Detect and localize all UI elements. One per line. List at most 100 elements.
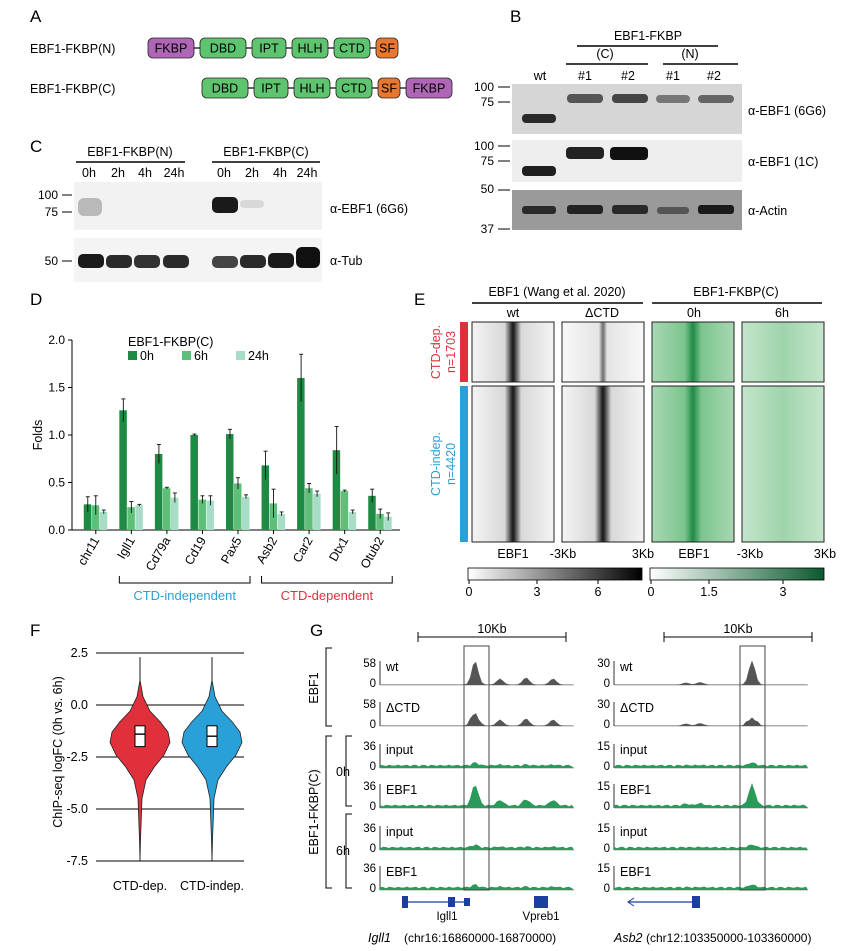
track-name: EBF1	[386, 783, 417, 797]
track-group-fkbp: EBF1-FKBP(C)	[307, 769, 321, 854]
track-max: 36	[363, 741, 376, 753]
bar-y-label: Folds	[31, 420, 45, 451]
bar-legend: 0h 6h 24h	[128, 349, 269, 363]
bar	[305, 488, 313, 530]
violin-y-label: ChIP-seq logFC (0h vs. 6h)	[51, 676, 65, 827]
panel-f-violin-chart: ChIP-seq logFC (0h vs. 6h) 2.5 0.0 -2.5 -5.…	[51, 646, 244, 893]
domain-hlh-label: HLH	[299, 82, 324, 96]
panel-g-genome-tracks: 10Kb 10Kb EBF1 EBF1-FKBP(C) 0h 6h 58 0 wt 3…	[307, 622, 813, 945]
blot-c1-marker-75: 75	[45, 205, 59, 219]
blot-b-group-c: (C)	[596, 47, 613, 61]
heatmap-x-ebf1-a: EBF1	[497, 547, 528, 561]
bar	[340, 491, 349, 530]
blot-c-time-4: 24h	[164, 166, 185, 180]
bar-group-brackets: CTD-independent CTD-dependent	[118, 576, 393, 603]
scale-left-10kb: 10Kb	[477, 622, 506, 636]
domain-dbd-label: DBD	[210, 42, 236, 56]
blot-b1-marker-75: 75	[481, 95, 495, 109]
locus-left-coord: (chr16:16860000-16870000)	[404, 931, 556, 945]
blot-c1-label: α-EBF1 (6G6)	[330, 202, 408, 216]
blot-b-lane-3: #1	[666, 69, 680, 83]
heatmap-x-ebf1-b: EBF1	[678, 547, 709, 561]
track-signal	[614, 660, 808, 685]
panel-label-c: C	[30, 137, 42, 156]
heatmap-row1-n: n=1703	[444, 331, 458, 373]
bar	[83, 504, 92, 530]
track-zero: 0	[370, 801, 376, 813]
gene-exon	[534, 896, 548, 908]
blot-b2-marker-75: 75	[481, 154, 495, 168]
scale1-tick-6: 6	[595, 585, 602, 599]
domain-hlh-label: HLH	[297, 42, 322, 56]
highlight-box-right	[739, 645, 766, 891]
heatmap-col-6h: 6h	[775, 306, 789, 320]
blot-c1-marker-100: 100	[38, 188, 58, 202]
heatmap-group2-label: EBF1-FKBP(C)	[693, 285, 778, 299]
track-signal	[614, 783, 808, 808]
legend-label: 6h	[194, 349, 208, 363]
blot-b-lane-4: #2	[707, 69, 721, 83]
heatmap-row-bar-indep	[460, 386, 468, 542]
bar	[119, 410, 127, 530]
legend-label: 24h	[248, 349, 269, 363]
track-time-0h: 0h	[336, 765, 350, 779]
track-name: input	[620, 743, 648, 757]
panel-c-western-blot: EBF1-FKBP(N) EBF1-FKBP(C) 0h 2h 4h 24h 0…	[38, 145, 408, 282]
track-name: EBF1	[620, 783, 651, 797]
blot-c-time-1: 0h	[82, 166, 96, 180]
heatmap-6h-indep	[741, 385, 825, 543]
bar-x-tick-label: Cd19	[182, 534, 209, 567]
panel-label-b: B	[510, 7, 521, 26]
panel-label-f: F	[30, 621, 40, 640]
panel-label-e: E	[414, 290, 425, 309]
panel-a-domain-diagram: EBF1-FKBP(N) FKBP DBD IPT HLH CTD SF EBF1-FKBP(…	[30, 37, 453, 99]
track-zero: 0	[370, 761, 376, 773]
blot-c-time-8: 24h	[297, 166, 318, 180]
heatmap-wt-dep	[471, 321, 555, 383]
bar	[206, 500, 214, 530]
heatmap-x-3kb-a: 3Kb	[632, 547, 654, 561]
heatmap-row-bar-dep	[460, 322, 468, 382]
domain-ctd-label: CTD	[339, 42, 365, 56]
blot-b-lane-1: #1	[578, 69, 592, 83]
panel-e-heatmaps: EBF1 (Wang et al. 2020) EBF1-FKBP(C) wt …	[429, 285, 836, 599]
track-max: 30	[597, 699, 610, 711]
bar-x-tick-label: Car2	[290, 534, 316, 565]
heatmap-row1-label: CTD-dep.	[429, 325, 443, 379]
track-signal	[380, 844, 574, 850]
track-name: EBF1	[620, 865, 651, 879]
track-zero: 0	[370, 843, 376, 855]
track-max: 36	[363, 863, 376, 875]
heatmap-col-wt: wt	[506, 306, 520, 320]
track-zero: 0	[604, 801, 610, 813]
gene-exon	[448, 897, 455, 907]
violin-shapes	[109, 657, 243, 862]
scale-right-10kb: 10Kb	[723, 622, 752, 636]
construct-label: EBF1-FKBP(C)	[30, 82, 115, 96]
heatmap-green-scale	[649, 567, 825, 581]
track-zero: 0	[370, 719, 376, 731]
track-time-6h: 6h	[336, 844, 350, 858]
violin-y-tick: -2.5	[66, 750, 88, 764]
legend-label: 0h	[140, 349, 154, 363]
bar	[127, 507, 135, 530]
heatmap-grey-scale	[467, 567, 643, 581]
track-group-ebf1: EBF1	[307, 672, 321, 703]
blot-b1-label: α-EBF1 (6G6)	[748, 104, 826, 118]
heatmap-row2-n: n=4420	[444, 443, 458, 485]
domain-sf-box	[375, 37, 399, 59]
track-zero: 0	[604, 843, 610, 855]
gene-exon	[402, 896, 408, 908]
bar	[368, 495, 376, 530]
bar	[297, 378, 305, 530]
bar-x-labels: chr11 Igll1 Cd79a Cd19 Pax5 Asb2 Car2 Dtx1 Otub2	[75, 534, 387, 573]
track-signal	[614, 884, 808, 890]
bar-y-tick: 1.0	[48, 428, 65, 442]
blot-c-time-6: 2h	[245, 166, 259, 180]
scale1-tick-0: 0	[466, 585, 473, 599]
track-signal	[380, 661, 574, 685]
bar	[190, 435, 198, 530]
construct-label: EBF1-FKBP(N)	[30, 42, 115, 56]
heatmap-wt-indep	[471, 385, 555, 543]
